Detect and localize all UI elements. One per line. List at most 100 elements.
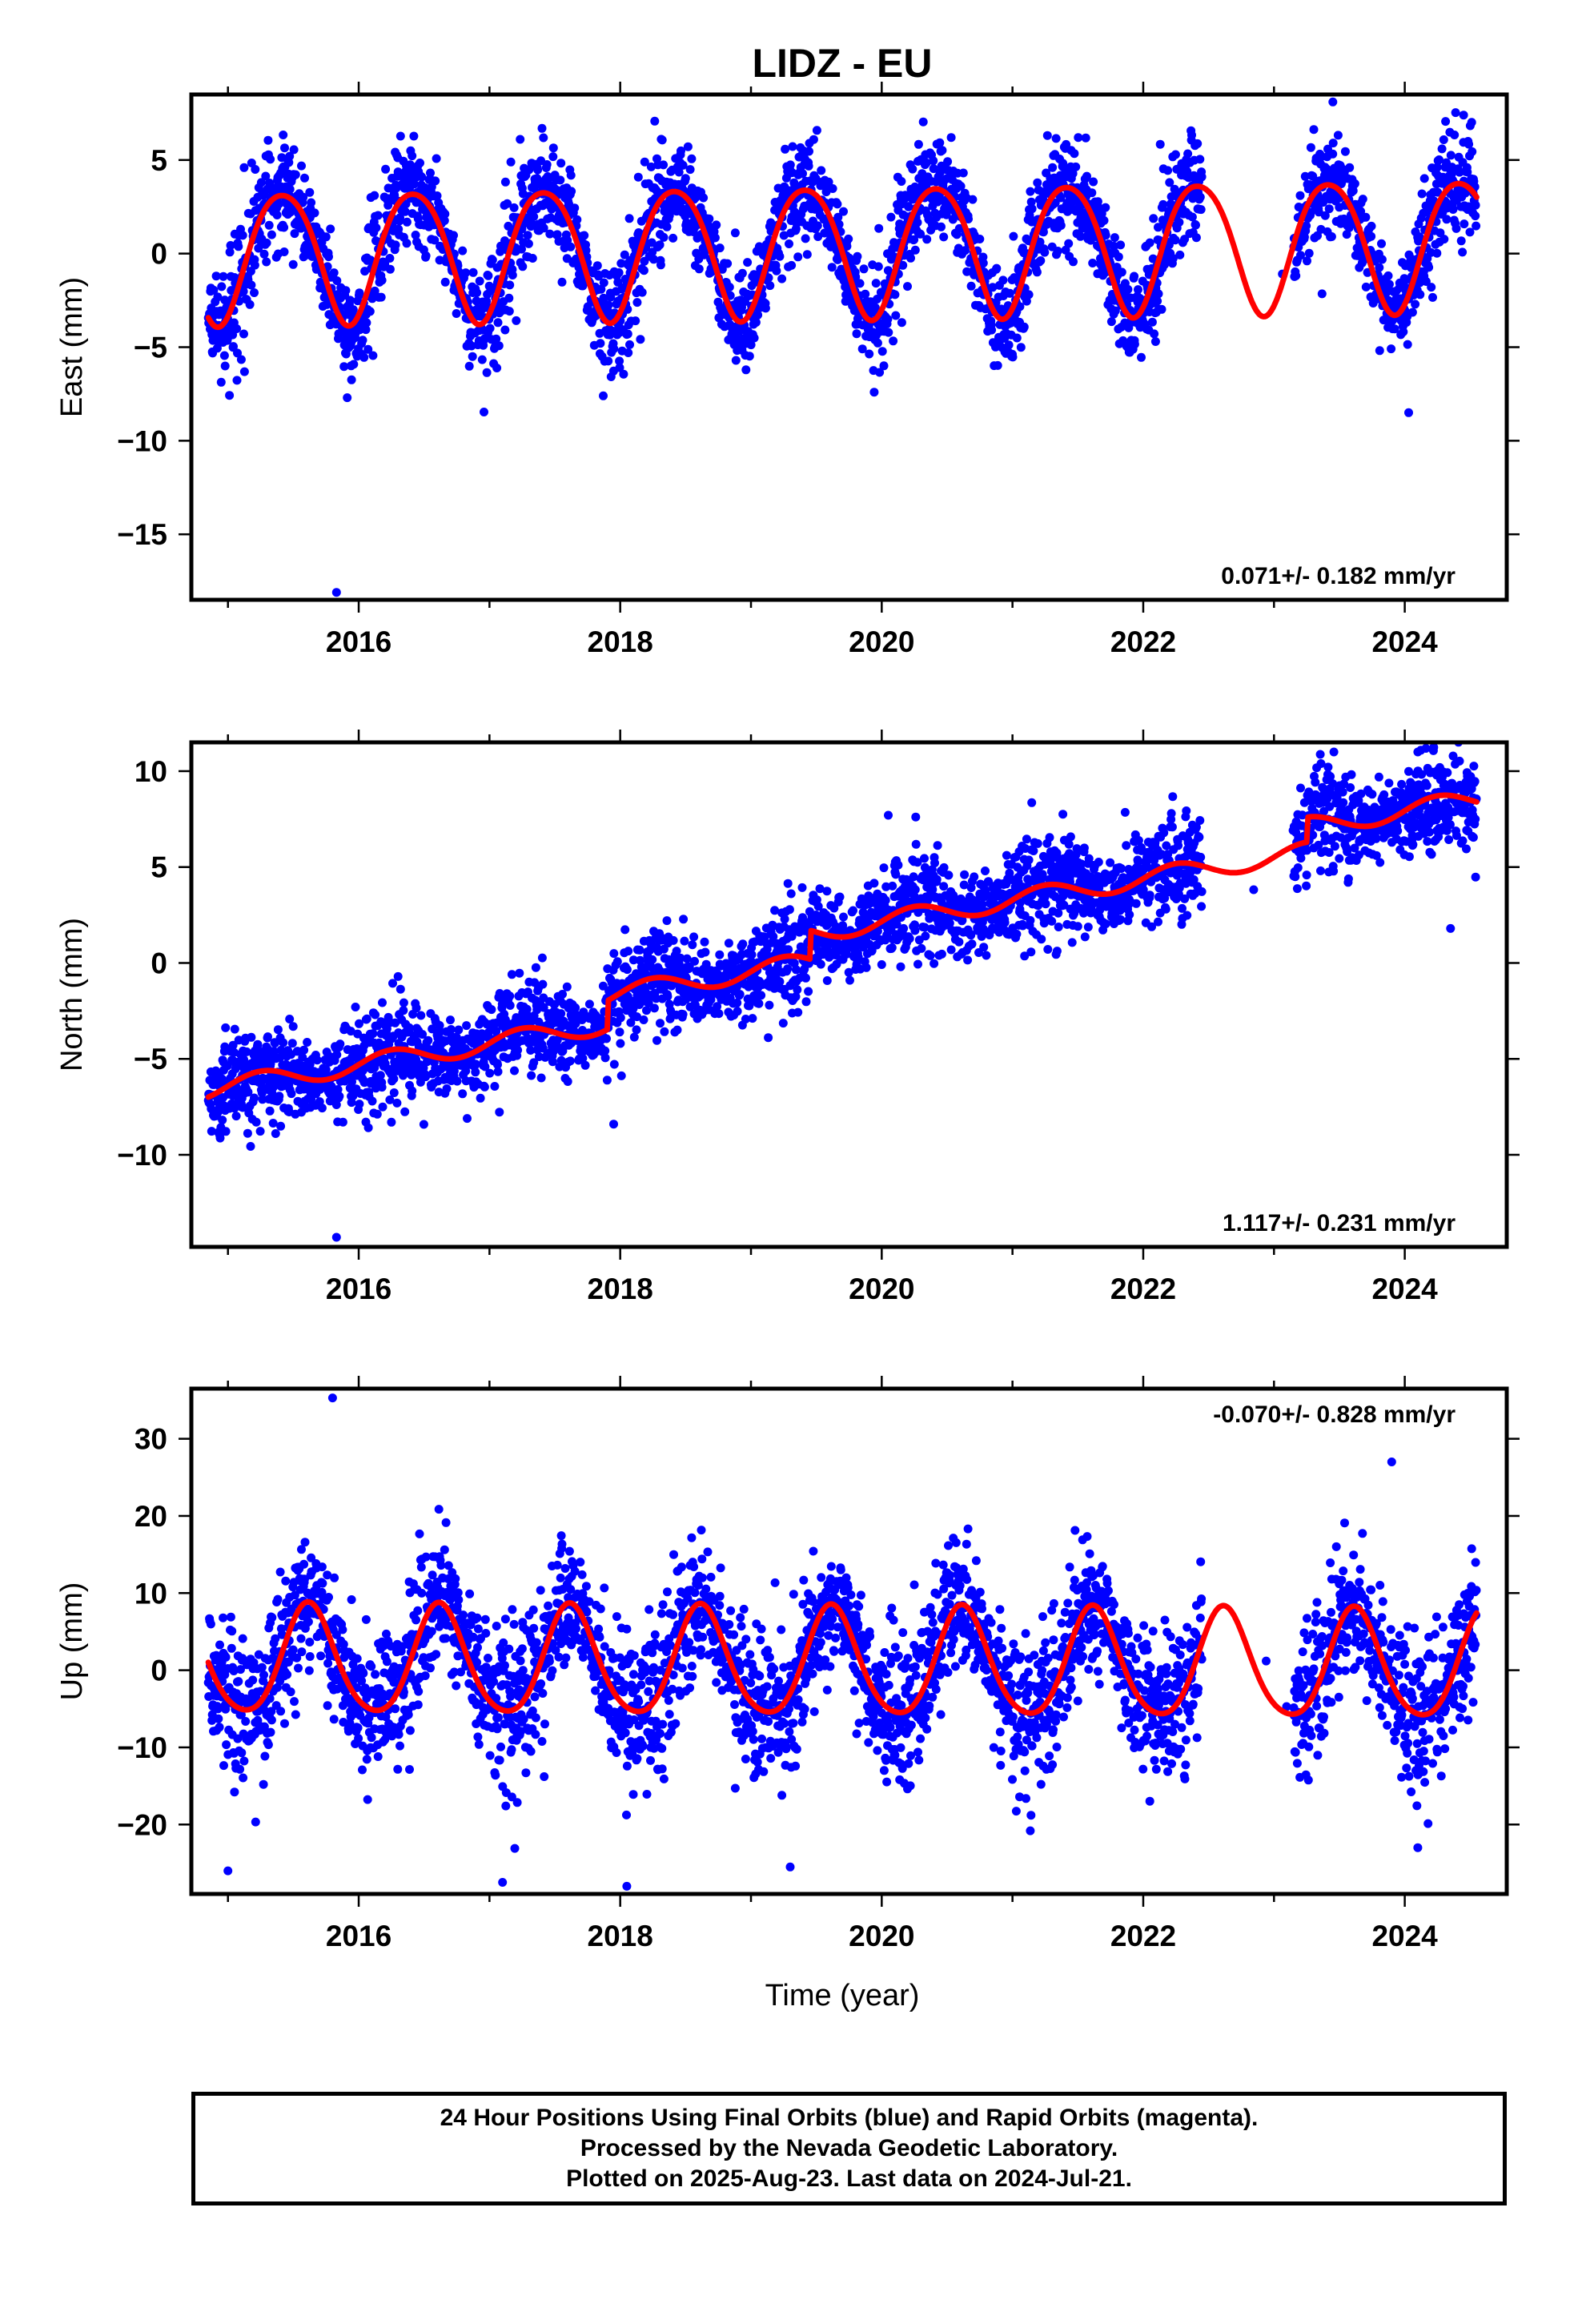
data-point bbox=[1367, 221, 1376, 231]
data-point bbox=[378, 1102, 387, 1112]
data-point bbox=[1164, 240, 1174, 250]
chart-title: LIDZ - EU bbox=[753, 41, 933, 86]
data-point bbox=[632, 1025, 641, 1035]
data-point bbox=[215, 1133, 225, 1143]
data-point bbox=[1191, 220, 1200, 230]
data-point bbox=[317, 1104, 327, 1113]
data-point bbox=[396, 984, 405, 994]
data-point bbox=[615, 356, 624, 366]
data-point bbox=[757, 991, 766, 1000]
data-point bbox=[349, 360, 359, 369]
data-point bbox=[563, 1077, 572, 1086]
data-point bbox=[813, 221, 822, 231]
data-point bbox=[239, 163, 249, 172]
data-point bbox=[1016, 343, 1026, 352]
data-point bbox=[361, 325, 371, 335]
data-point bbox=[748, 1014, 757, 1023]
data-point bbox=[812, 126, 821, 135]
data-point bbox=[681, 174, 690, 183]
data-point bbox=[893, 860, 903, 870]
data-point bbox=[505, 280, 515, 290]
data-point bbox=[1157, 304, 1166, 314]
data-point bbox=[793, 252, 803, 262]
data-point bbox=[279, 1038, 288, 1047]
data-point bbox=[978, 259, 988, 267]
data-point bbox=[529, 212, 539, 221]
data-point bbox=[920, 923, 930, 932]
data-point bbox=[1005, 288, 1014, 298]
data-point bbox=[844, 234, 853, 243]
data-point bbox=[1070, 149, 1079, 159]
data-point bbox=[1320, 211, 1330, 220]
data-point bbox=[1424, 263, 1434, 272]
outlier-point bbox=[1459, 111, 1468, 120]
data-point bbox=[1448, 205, 1458, 214]
data-point bbox=[609, 344, 619, 353]
data-point bbox=[492, 1027, 501, 1036]
data-point bbox=[1033, 178, 1042, 187]
data-point bbox=[891, 870, 901, 879]
data-point bbox=[913, 218, 922, 227]
data-point bbox=[881, 882, 891, 891]
data-point bbox=[798, 913, 807, 923]
data-point bbox=[385, 1095, 395, 1104]
data-point bbox=[909, 872, 918, 882]
data-point bbox=[822, 887, 832, 896]
data-point bbox=[926, 951, 935, 960]
data-point bbox=[1456, 236, 1466, 246]
data-point bbox=[468, 267, 478, 277]
data-point bbox=[811, 911, 821, 919]
data-point bbox=[685, 165, 695, 175]
data-point bbox=[1197, 172, 1207, 182]
data-point bbox=[701, 959, 711, 969]
data-point bbox=[572, 215, 582, 224]
data-point bbox=[1375, 346, 1384, 356]
outlier-point bbox=[599, 391, 608, 400]
data-point bbox=[879, 863, 889, 873]
data-point bbox=[737, 268, 747, 278]
data-point bbox=[477, 355, 487, 364]
data-point bbox=[430, 235, 440, 245]
data-point bbox=[485, 1068, 495, 1078]
data-point bbox=[440, 277, 450, 287]
outlier-point bbox=[331, 588, 341, 597]
data-point bbox=[580, 231, 589, 240]
data-point bbox=[402, 217, 412, 227]
outlier-point bbox=[1404, 408, 1413, 417]
data-point bbox=[804, 987, 813, 996]
fit-line-east bbox=[205, 180, 1480, 331]
data-point bbox=[735, 990, 745, 999]
data-point bbox=[764, 273, 773, 283]
scatter-series-north bbox=[203, 742, 1481, 1242]
data-point bbox=[1187, 131, 1196, 140]
data-point bbox=[504, 293, 514, 303]
data-point bbox=[385, 264, 395, 274]
data-point bbox=[1324, 204, 1334, 214]
data-point bbox=[275, 1053, 285, 1062]
data-point bbox=[749, 333, 759, 343]
data-point bbox=[1383, 271, 1393, 280]
data-point bbox=[1452, 223, 1461, 233]
data-point bbox=[898, 260, 908, 270]
data-point bbox=[566, 242, 576, 251]
data-point bbox=[321, 1065, 331, 1075]
data-point bbox=[634, 228, 644, 237]
data-point bbox=[578, 1054, 588, 1063]
data-point bbox=[764, 1033, 773, 1043]
data-point bbox=[562, 254, 572, 263]
data-point bbox=[829, 903, 839, 913]
data-point bbox=[300, 173, 309, 183]
data-point bbox=[299, 192, 308, 202]
data-point bbox=[531, 963, 540, 972]
data-point bbox=[262, 257, 271, 267]
data-point bbox=[833, 199, 842, 209]
data-point bbox=[548, 152, 558, 162]
data-point bbox=[279, 131, 288, 139]
data-point bbox=[1074, 133, 1083, 143]
data-point bbox=[581, 246, 591, 255]
data-point bbox=[1026, 187, 1035, 196]
data-point bbox=[852, 329, 861, 339]
data-point bbox=[1187, 212, 1197, 222]
data-point bbox=[263, 135, 273, 145]
